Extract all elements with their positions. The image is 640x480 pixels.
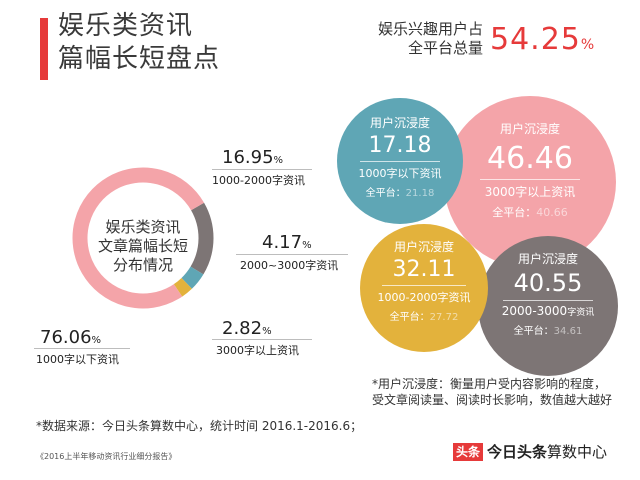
slice-unit: % — [273, 155, 284, 166]
slice-label-under-1000: 1000字以下资讯 — [36, 353, 119, 366]
bubble-under-1000: 用户沉浸度 17.18 1000字以下资讯 全平台：21.18 — [337, 98, 463, 224]
slice-unit: % — [91, 335, 102, 346]
share-label-line-1: 娱乐兴趣用户占 — [377, 20, 483, 38]
bubble-platform-3000-plus: 40.66 — [536, 206, 568, 219]
bubble-measure-label: 用户沉浸度 — [517, 252, 578, 266]
bubble-platform-label: 全平台： — [365, 188, 406, 199]
callout-2000-3000: 4.17% — [262, 232, 312, 253]
bubble-platform-label: 全平台： — [492, 206, 537, 219]
bubble-measure-label: 用户沉浸度 — [393, 240, 454, 254]
callout-under-1000: 76.06% — [40, 327, 101, 348]
bubble-category-under-1000: 1000字以下资讯 — [358, 167, 442, 180]
callout-line-3000-plus — [212, 339, 312, 340]
bubble-3000-plus: 用户沉浸度 46.46 3000字以上资讯 全平台：40.66 — [444, 96, 616, 268]
bubble-category-2000-3000: 2000-3000 — [501, 304, 568, 318]
share-label-line-2: 全平台总量 — [407, 39, 483, 57]
center-label-line-2: 文章篇幅长短 — [97, 237, 188, 255]
brand-name: 今日头条算数中心 — [487, 441, 607, 462]
callout-1000-2000: 16.95% — [222, 147, 283, 168]
title-line-2: 篇幅长短盘点 — [58, 44, 221, 74]
toutiao-logo: 头条 — [453, 443, 483, 461]
bubble-value-2000-3000: 40.55 — [513, 269, 583, 297]
bubble-measure-label: 用户沉浸度 — [369, 116, 430, 130]
user-share-label: 娱乐兴趣用户占 全平台总量 — [348, 20, 483, 58]
brand-name-rest: 算数中心 — [547, 443, 608, 461]
bubble-platform-under-1000: 21.18 — [405, 188, 435, 199]
bubble-1000-2000: 用户沉浸度 32.11 1000-2000字资讯 全平台：27.72 — [360, 224, 488, 352]
bubble-platform-2000-3000: 34.61 — [553, 326, 583, 337]
bubble-category-suffix-2000-3000: 字资讯 — [567, 308, 595, 318]
donut-slice — [72, 167, 214, 309]
slice-value-2000-3000: 4.17 — [262, 232, 303, 253]
bubble-value-3000-plus: 46.46 — [487, 141, 573, 176]
report-title: 《2016上半年移动资讯行业细分报告》 — [36, 452, 177, 461]
bubble-platform-label: 全平台： — [389, 312, 430, 323]
slice-unit: % — [302, 240, 312, 251]
user-share-value: 54.25% — [490, 22, 595, 57]
bubble-platform-1000-2000: 27.72 — [429, 312, 459, 323]
bubble-value-under-1000: 17.18 — [368, 133, 432, 158]
bubble-measure-label: 用户沉浸度 — [499, 122, 560, 136]
title-accent-bar — [40, 18, 48, 80]
title-line-1: 娱乐类资讯 — [58, 11, 194, 41]
center-label-line-1: 娱乐类资讯 — [105, 218, 181, 236]
callout-line-2000-3000 — [236, 254, 348, 255]
share-value-number: 54.25 — [490, 22, 581, 57]
data-source: *数据来源：今日头条算数中心，统计时间 2016.1-2016.6； — [36, 419, 363, 433]
callout-line-1000-2000 — [212, 169, 312, 170]
bubble-platform-label: 全平台： — [513, 326, 554, 337]
immersion-note: *用户沉浸度：衡量用户受内容影响的程度，受文章阅读量、阅读时长影响，数值越大越好 — [372, 377, 613, 407]
bubble-category-3000-plus: 3000字以上资讯 — [484, 185, 576, 199]
slice-unit: % — [262, 326, 272, 337]
slice-value-under-1000: 76.06 — [40, 327, 92, 348]
slice-label-2000-3000: 2000~3000字资讯 — [240, 259, 339, 272]
share-value-unit: % — [580, 37, 596, 53]
callout-line-under-1000 — [34, 348, 130, 349]
brand-name-bold: 今日头条 — [487, 443, 548, 461]
bubble-value-1000-2000: 32.11 — [392, 257, 456, 282]
slice-label-1000-2000: 1000-2000字资讯 — [212, 174, 305, 187]
callout-3000-plus: 2.82% — [222, 318, 272, 339]
center-label-line-3: 分布情况 — [112, 256, 173, 274]
slice-value-3000-plus: 2.82 — [222, 318, 263, 339]
bubble-category-1000-2000: 1000-2000字资讯 — [377, 291, 471, 304]
slice-value-1000-2000: 16.95 — [222, 147, 274, 168]
bubble-2000-3000: 用户沉浸度 40.55 2000-3000字资讯 全平台：34.61 — [478, 236, 618, 376]
slice-label-3000-plus: 3000字以上资讯 — [216, 344, 299, 357]
donut-center-label: 娱乐类资讯 文章篇幅长短 分布情况 — [88, 218, 198, 275]
page-title: 娱乐类资讯 篇幅长短盘点 — [58, 10, 220, 76]
